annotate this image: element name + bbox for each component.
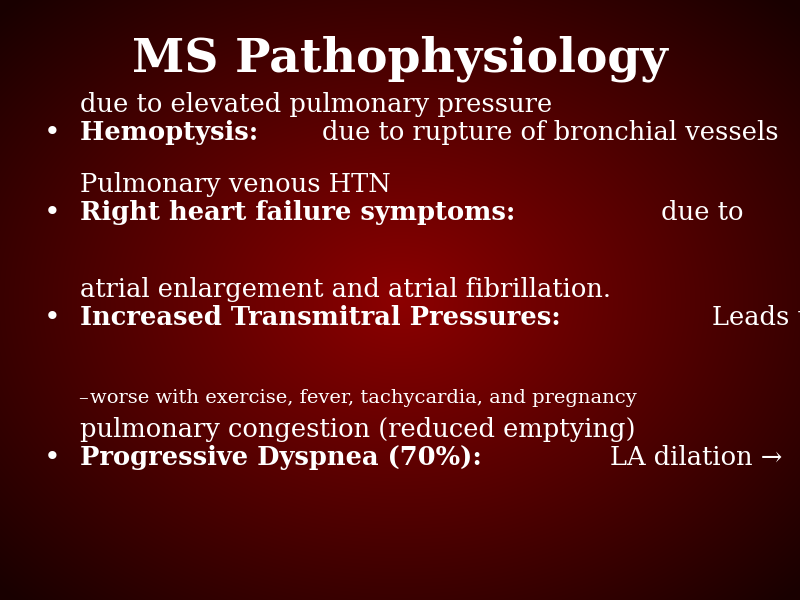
Text: atrial enlargement and atrial fibrillation.: atrial enlargement and atrial fibrillati… — [80, 277, 611, 302]
Text: •: • — [44, 120, 60, 147]
Text: Increased Transmitral Pressures:: Increased Transmitral Pressures: — [80, 305, 570, 330]
Text: Pulmonary venous HTN: Pulmonary venous HTN — [80, 172, 390, 197]
Text: •: • — [44, 305, 60, 332]
Text: Progressive Dyspnea (70%):: Progressive Dyspnea (70%): — [80, 445, 491, 470]
Text: worse with exercise, fever, tachycardia, and pregnancy: worse with exercise, fever, tachycardia,… — [90, 389, 637, 407]
Text: due to rupture of bronchial vessels: due to rupture of bronchial vessels — [322, 120, 778, 145]
Text: Right heart failure symptoms:: Right heart failure symptoms: — [80, 200, 524, 225]
Text: •: • — [44, 200, 60, 227]
Text: LA dilation →: LA dilation → — [610, 445, 782, 470]
Text: due to: due to — [654, 200, 744, 225]
Text: Leads to left: Leads to left — [712, 305, 800, 330]
Text: •: • — [44, 445, 60, 472]
Text: –: – — [78, 389, 88, 407]
Text: pulmonary congestion (reduced emptying): pulmonary congestion (reduced emptying) — [80, 417, 635, 442]
Text: due to elevated pulmonary pressure: due to elevated pulmonary pressure — [80, 92, 552, 117]
Text: MS Pathophysiology: MS Pathophysiology — [132, 35, 668, 82]
Text: Hemoptysis:: Hemoptysis: — [80, 120, 267, 145]
